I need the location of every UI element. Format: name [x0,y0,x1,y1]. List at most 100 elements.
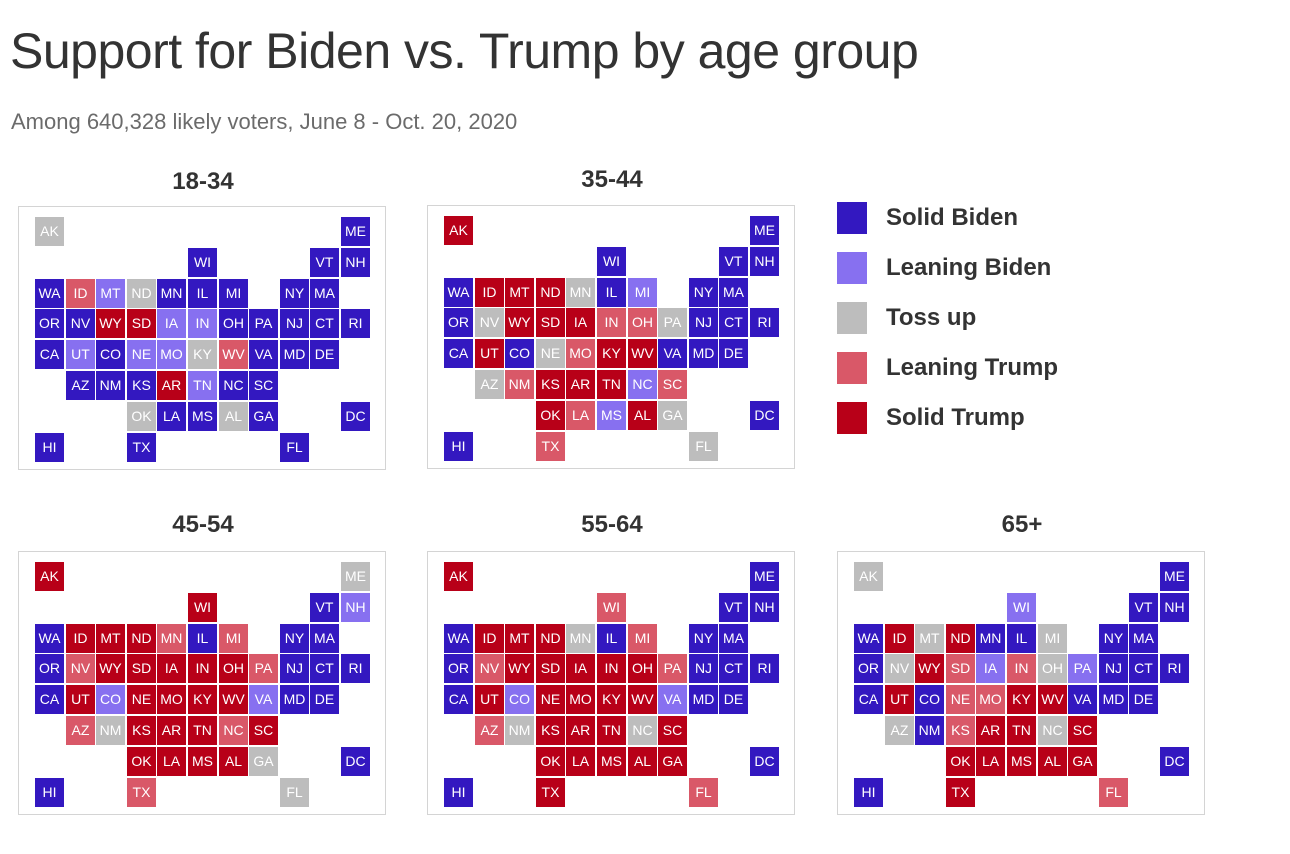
state-tile-pa: PA [249,309,278,338]
state-tile-wy: WY [915,654,944,683]
state-tile-vt: VT [719,247,748,276]
state-tile-va: VA [1068,685,1097,714]
state-tile-tn: TN [597,370,626,399]
state-tile-la: LA [157,402,186,431]
state-tile-mt: MT [505,624,534,653]
state-tile-wi: WI [597,593,626,622]
state-tile-ia: IA [157,654,186,683]
state-tile-ar: AR [157,371,186,400]
state-tile-nj: NJ [689,308,718,337]
state-tile-co: CO [96,340,125,369]
state-tile-tn: TN [188,371,217,400]
state-tile-ar: AR [976,716,1005,745]
state-tile-dc: DC [1160,747,1189,776]
state-tile-vt: VT [310,248,339,277]
state-tile-nv: NV [475,654,504,683]
state-tile-or: OR [854,654,883,683]
state-tile-ct: CT [1129,654,1158,683]
state-tile-sd: SD [127,654,156,683]
state-tile-wv: WV [219,685,248,714]
state-tile-az: AZ [66,371,95,400]
state-tile-nm: NM [96,371,125,400]
state-tile-ga: GA [249,747,278,776]
panel-label-35-44: 35-44 [581,166,643,193]
state-tile-ne: NE [536,685,565,714]
state-tile-va: VA [249,340,278,369]
state-tile-ma: MA [719,624,748,653]
state-tile-nm: NM [505,370,534,399]
state-tile-wa: WA [444,624,473,653]
state-tile-mi: MI [1038,624,1067,653]
state-tile-ak: AK [35,562,64,591]
state-tile-dc: DC [341,747,370,776]
state-tile-hi: HI [444,778,473,807]
state-tile-dc: DC [750,747,779,776]
state-tile-me: ME [341,562,370,591]
state-tile-co: CO [915,685,944,714]
state-tile-ne: NE [946,685,975,714]
state-tile-ca: CA [444,685,473,714]
state-tile-ct: CT [719,654,748,683]
state-tile-nj: NJ [280,654,309,683]
state-tile-la: LA [566,747,595,776]
state-tile-nj: NJ [1099,654,1128,683]
state-tile-il: IL [597,278,626,307]
state-tile-nd: ND [127,624,156,653]
state-tile-ms: MS [1007,747,1036,776]
state-tile-hi: HI [444,432,473,461]
state-tile-ny: NY [689,278,718,307]
state-tile-me: ME [750,562,779,591]
state-tile-dc: DC [750,401,779,430]
legend-swatch [837,202,867,234]
state-tile-ky: KY [597,339,626,368]
state-tile-dc: DC [341,402,370,431]
state-tile-ct: CT [310,309,339,338]
state-tile-ar: AR [157,716,186,745]
state-tile-nd: ND [127,279,156,308]
state-tile-co: CO [96,685,125,714]
state-tile-ks: KS [946,716,975,745]
state-tile-ma: MA [719,278,748,307]
chart-subtitle: Among 640,328 likely voters, June 8 - Oc… [11,109,518,134]
state-tile-wa: WA [854,624,883,653]
state-tile-wv: WV [219,340,248,369]
state-tile-sd: SD [946,654,975,683]
state-tile-sc: SC [249,371,278,400]
state-tile-pa: PA [658,654,687,683]
state-tile-ks: KS [127,371,156,400]
state-tile-tx: TX [127,778,156,807]
state-tile-az: AZ [475,370,504,399]
state-tile-md: MD [280,340,309,369]
chart-title: Support for Biden vs. Trump by age group [10,23,919,79]
state-tile-wy: WY [96,309,125,338]
state-tile-pa: PA [249,654,278,683]
state-tile-va: VA [249,685,278,714]
panel-label-45-54: 45-54 [172,511,234,538]
state-tile-nh: NH [750,593,779,622]
state-tile-vt: VT [310,593,339,622]
state-tile-nh: NH [1160,593,1189,622]
state-tile-ca: CA [35,685,64,714]
state-tile-mi: MI [628,278,657,307]
state-tile-il: IL [188,279,217,308]
state-tile-ar: AR [566,716,595,745]
state-tile-al: AL [219,402,248,431]
state-tile-la: LA [566,401,595,430]
state-tile-mn: MN [157,279,186,308]
state-tile-ia: IA [566,308,595,337]
panel-label-18-34: 18-34 [172,168,234,195]
state-tile-hi: HI [35,433,64,462]
state-tile-or: OR [444,654,473,683]
state-tile-or: OR [35,309,64,338]
state-tile-nv: NV [66,309,95,338]
state-tile-ca: CA [35,340,64,369]
state-tile-ri: RI [750,654,779,683]
state-tile-ok: OK [946,747,975,776]
state-tile-de: DE [310,685,339,714]
state-tile-sc: SC [249,716,278,745]
legend-label: Leaning Biden [886,254,1052,281]
tile-map-55-64: AK ME WI VT NH WA ID MT ND MN IL MI NY MA OR NV WY SD IA IN… [427,551,795,815]
state-tile-mo: MO [157,340,186,369]
state-tile-ma: MA [310,624,339,653]
state-tile-vt: VT [1129,593,1158,622]
